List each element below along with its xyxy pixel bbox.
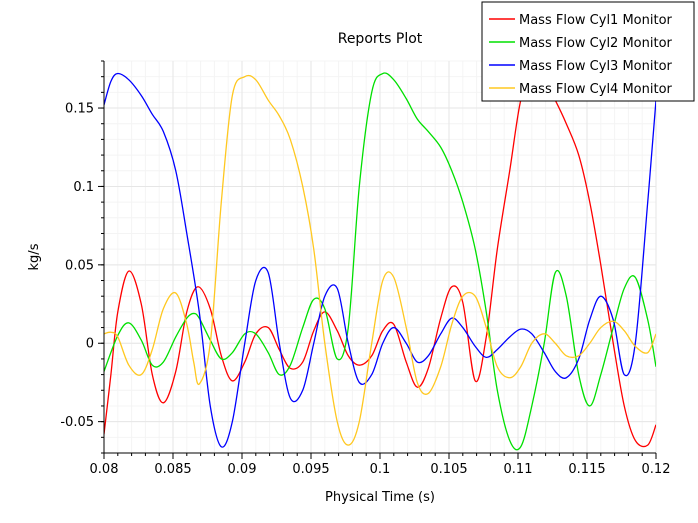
x-tick-label: 0.11 [504,462,533,477]
series-line-cyl4 [104,74,656,446]
legend-label: Mass Flow Cyl3 Monitor [519,59,673,74]
x-tick-label: 0.095 [292,462,329,477]
y-axis-title: kg/s [27,243,42,270]
legend-box [481,1,695,102]
x-tick-label: 0.1 [370,462,391,477]
x-tick-label: 0.115 [568,462,605,477]
axis-ticks: 0.08 0.085 0.09 0.095 0.1 0.105 0.11 0.115 0.12 -… [60,60,671,477]
x-tick-label: 0.09 [228,462,257,477]
y-tick-label: 0.05 [65,258,94,273]
y-tick-label: 0 [86,337,94,352]
x-tick-label: 0.08 [90,462,119,477]
y-tick-label: 0.1 [73,180,94,195]
y-tick-label: -0.05 [60,415,94,430]
x-tick-label: 0.085 [154,462,191,477]
legend-label: Mass Flow Cyl4 Monitor [519,82,673,97]
series-line-cyl1 [104,72,656,448]
x-tick-label: 0.105 [430,462,467,477]
x-tick-label: 0.12 [642,462,671,477]
legend-label: Mass Flow Cyl2 Monitor [519,36,673,51]
series-lines [104,72,656,451]
x-axis-title: Physical Time (s) [325,490,435,505]
plot-title: Reports Plot [338,31,423,47]
legend-label: Mass Flow Cyl1 Monitor [519,13,673,28]
series-line-cyl2 [104,72,656,451]
grid-lines [103,60,657,454]
legend: Mass Flow Cyl1 Monitor Mass Flow Cyl2 Mon… [481,1,695,102]
series-line-cyl3 [104,72,656,448]
y-tick-label: 0.15 [65,102,94,117]
